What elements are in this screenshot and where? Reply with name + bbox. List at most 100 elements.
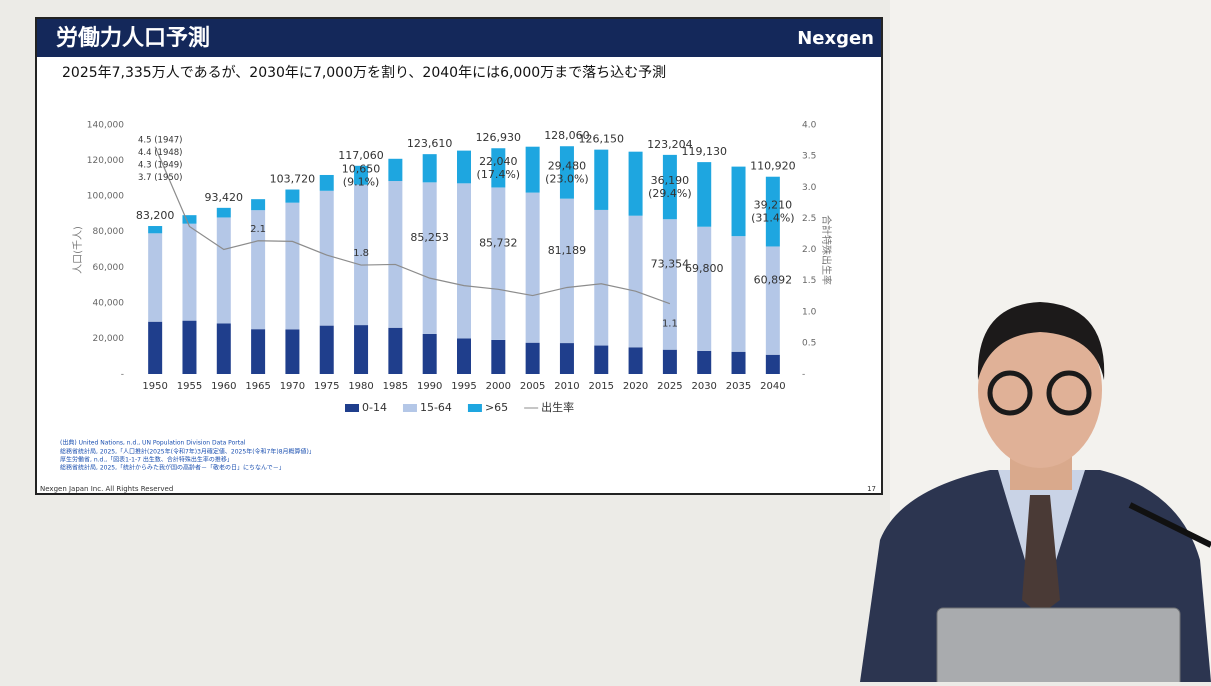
- bar-segment: [148, 233, 163, 322]
- bar-segment: [216, 323, 231, 374]
- y2-tick-label: 4.0: [802, 121, 817, 131]
- total-label: 126,930: [476, 131, 522, 144]
- bar-segment: [457, 338, 471, 374]
- bar-segment: [594, 345, 609, 374]
- x-tick-label: 2030: [691, 381, 716, 392]
- share-label: (31.4%): [751, 212, 795, 225]
- bar-segment: [388, 158, 403, 182]
- microphone: [1128, 502, 1211, 548]
- bar-segment: [285, 202, 300, 330]
- share-label: (9.1%): [343, 175, 380, 188]
- y2-tick-label: 1.0: [802, 307, 817, 317]
- bar-segment: [731, 236, 746, 352]
- data-label: 22,040: [479, 155, 518, 168]
- total-label: 128,060: [544, 129, 590, 142]
- y-tick-label: 80,000: [93, 227, 125, 237]
- data-label: 73,354: [651, 257, 690, 270]
- glasses: [1046, 370, 1092, 416]
- y-axis-label: 人口(千人): [72, 226, 84, 274]
- y2-tick-label: 2.5: [802, 214, 816, 224]
- x-tick-label: 1975: [314, 381, 339, 392]
- bar-segment: [182, 215, 197, 224]
- bar-segment: [457, 183, 471, 339]
- legend-swatch: [402, 404, 417, 412]
- annotation: 4.3 (1949): [138, 161, 182, 171]
- share-label: (17.4%): [477, 168, 521, 181]
- subtitle: 2025年7,335万人であるが、2030年に7,000万を割り、2040年には…: [62, 64, 666, 81]
- x-tick-label: 2005: [520, 381, 545, 392]
- laptop: [936, 607, 1181, 686]
- tie: [1022, 495, 1060, 615]
- annotation: 4.4 (1948): [138, 148, 182, 158]
- data-label: 81,189: [548, 244, 587, 257]
- footer: Nexgen Japan Inc. All Rights Reserved: [40, 485, 173, 493]
- bar-segment: [148, 321, 163, 374]
- x-tick-label: 2000: [486, 381, 511, 392]
- bar-segment: [285, 189, 300, 203]
- bar-segment: [697, 162, 712, 227]
- bar-segment: [662, 349, 677, 374]
- data-label: 60,892: [754, 274, 793, 287]
- line-label: 1.8: [353, 248, 369, 259]
- bar-segment: [491, 187, 506, 340]
- bar-segment: [388, 327, 403, 374]
- bar-segment: [491, 339, 506, 374]
- y2-tick-label: 3.0: [802, 183, 817, 193]
- x-tick-label: 1985: [383, 381, 408, 392]
- legend-swatch: [467, 404, 482, 412]
- bar-segment: [457, 150, 471, 184]
- data-label: 10,650: [342, 162, 381, 175]
- bar-segment: [765, 246, 780, 355]
- bar-segment: [662, 154, 677, 220]
- y2-tick-label: 3.5: [802, 152, 816, 162]
- bar-segment: [662, 219, 677, 350]
- bar-segment: [765, 176, 780, 247]
- bar-segment: [525, 342, 540, 374]
- legend-label: 0-14: [362, 401, 387, 414]
- bar-segment: [765, 354, 780, 374]
- legend-swatch: [345, 404, 359, 412]
- bar-segment: [559, 146, 574, 199]
- line-label: 1.1: [662, 319, 678, 330]
- hair: [977, 302, 1105, 380]
- x-tick-label: 2010: [554, 381, 579, 392]
- bar-segment: [319, 174, 334, 191]
- y2-tick-label: -: [802, 370, 805, 380]
- bar-segment: [422, 333, 437, 374]
- bar-segment: [559, 343, 574, 374]
- source: 厚生労働省, n.d.,「図表1-1-7 出生数、合計特殊出生率の推移」: [60, 456, 233, 464]
- x-tick-label: 2040: [760, 381, 785, 392]
- slide-title: 労働力人口予測: [56, 25, 210, 51]
- bar-segment: [731, 166, 746, 237]
- x-tick-label: 2025: [657, 381, 682, 392]
- x-tick-label: 1960: [211, 381, 236, 392]
- bar-segment: [251, 210, 266, 330]
- bar-segment: [422, 154, 437, 183]
- bar-segment: [525, 146, 540, 193]
- bar-segment: [491, 148, 506, 188]
- x-tick-label: 1980: [348, 381, 373, 392]
- bar-segment: [182, 320, 197, 374]
- birth-rate-line: [154, 146, 671, 305]
- total-label: 123,204: [647, 138, 693, 151]
- total-label: 93,420: [205, 191, 244, 204]
- x-tick-label: 1965: [245, 381, 270, 392]
- source: (出典) United Nations, n.d., UN Population…: [60, 439, 246, 447]
- presenter: [860, 302, 1211, 686]
- bar-segment: [422, 182, 437, 334]
- y2-axis-label: 合計特殊出生率: [820, 215, 833, 285]
- bar-segment: [628, 215, 643, 348]
- bar-segment: [559, 198, 574, 344]
- bar-segment: [525, 192, 540, 343]
- bar-segment: [216, 207, 231, 218]
- bar-segment: [697, 226, 712, 351]
- x-tick-label: 1990: [417, 381, 442, 392]
- source: 総務省統計局, 2025,「人口推計(2025年(令和7年)3月確定値、2025…: [60, 448, 315, 456]
- bar-segment: [182, 223, 197, 321]
- data-label: 69,800: [685, 262, 724, 275]
- source: 総務省統計局, 2025,「統計からみた我が国の高齢者－「敬老の日」にちなんで－…: [60, 464, 285, 472]
- bar-segment: [251, 199, 266, 211]
- glasses: [987, 370, 1033, 416]
- y-tick-label: -: [121, 370, 124, 380]
